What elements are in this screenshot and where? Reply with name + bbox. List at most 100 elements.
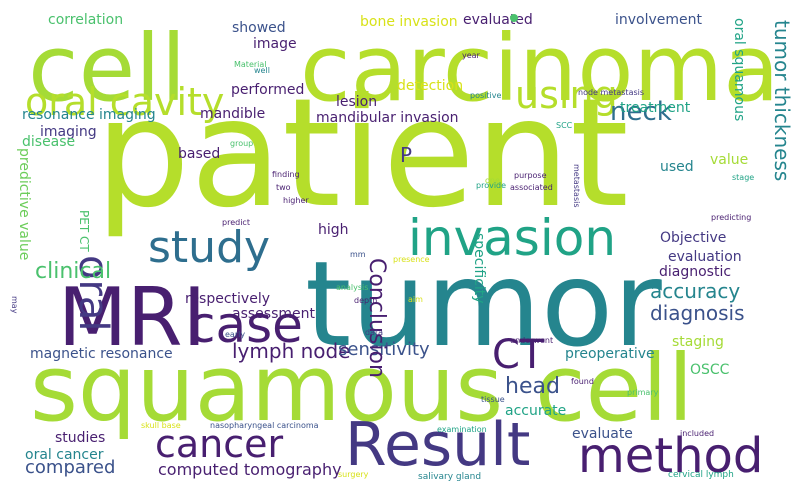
word-mri: MRI bbox=[58, 271, 206, 364]
word-stage: stage bbox=[732, 173, 754, 182]
word-result: Result bbox=[345, 410, 530, 480]
word-predict: predict bbox=[222, 218, 250, 227]
word-aim: aim bbox=[408, 295, 423, 304]
word-cell: cell bbox=[28, 15, 186, 122]
word-year: year bbox=[462, 51, 481, 60]
word-primary: primary bbox=[627, 388, 659, 397]
word-group: group bbox=[230, 139, 253, 148]
word-using: using bbox=[515, 73, 618, 117]
word-scc: SCC bbox=[556, 121, 573, 130]
word-objective: Objective bbox=[660, 230, 726, 246]
word-ct: CT bbox=[492, 332, 545, 378]
word-two: two bbox=[276, 183, 291, 192]
word-evaluate: evaluate bbox=[572, 426, 633, 442]
word-study: study bbox=[148, 222, 270, 273]
word-staging: staging bbox=[672, 334, 724, 350]
word-treatment: treatment bbox=[620, 100, 691, 116]
word-oral-cancer: oral cancer bbox=[25, 447, 104, 463]
word-p: P bbox=[400, 143, 412, 167]
word-evaluation: evaluation bbox=[668, 249, 742, 265]
decorative-dot bbox=[510, 14, 518, 22]
word-case: case bbox=[188, 296, 303, 354]
word-mandibular-invasion: mandibular invasion bbox=[316, 110, 459, 126]
word-carcinoma: carcinoma bbox=[300, 15, 780, 122]
word-data: data bbox=[365, 328, 383, 337]
word-invasion: invasion bbox=[408, 209, 616, 267]
word-neck: neck bbox=[610, 97, 672, 127]
word-one: one bbox=[485, 176, 500, 185]
word-tissue: tissue bbox=[481, 395, 505, 404]
word-imaging: imaging bbox=[40, 124, 97, 140]
word-value: value bbox=[710, 152, 748, 168]
word-oscc: OSCC bbox=[690, 362, 730, 378]
word-based: based bbox=[178, 146, 220, 162]
word-performed: performed bbox=[231, 82, 304, 98]
word-presence: presence bbox=[393, 255, 430, 264]
word-examination: examination bbox=[437, 425, 487, 434]
word-compared: compared bbox=[25, 457, 115, 478]
word-resonance-imaging: resonance imaging bbox=[22, 107, 156, 123]
word-found: found bbox=[571, 377, 594, 386]
word-method: method bbox=[578, 428, 763, 484]
word-oral-cavity: oral cavity bbox=[25, 80, 224, 124]
word-higher: higher bbox=[283, 196, 309, 205]
word-cervical-lymph: cervical lymph bbox=[668, 470, 734, 480]
word-depth: depth bbox=[354, 296, 377, 305]
word-predictive-value: predictive value bbox=[16, 148, 32, 260]
word-tumor-thickness: tumor thickness bbox=[770, 20, 794, 181]
word-oral-squamous: oral squamous bbox=[731, 18, 747, 121]
word-diagnosis: diagnosis bbox=[650, 301, 745, 325]
word-purpose: purpose bbox=[514, 171, 547, 180]
word-lesion: lesion bbox=[336, 94, 377, 110]
word-may: may bbox=[10, 296, 19, 314]
word-skull-base: skull base bbox=[141, 421, 181, 430]
word-accurate: accurate bbox=[505, 403, 566, 419]
word-pet-ct: PET CT bbox=[77, 210, 91, 252]
word-positive: positive bbox=[470, 91, 501, 100]
word-magnetic-resonance: magnetic resonance bbox=[30, 346, 173, 362]
word-early: early bbox=[225, 330, 245, 339]
word-underwent: underwent bbox=[510, 336, 553, 345]
word-nasopharyngeal-carcinoma: nasopharyngeal carcinoma bbox=[210, 421, 319, 430]
word-analysis: analysis bbox=[336, 283, 368, 292]
word-correlation: correlation bbox=[48, 12, 123, 28]
word-lymph-node: lymph node bbox=[232, 339, 351, 363]
word-showed: showed bbox=[232, 20, 286, 36]
word-finding: finding bbox=[272, 170, 300, 179]
word-included: included bbox=[680, 429, 714, 438]
word-detection: detection bbox=[397, 78, 463, 94]
word-diagnostic: diagnostic bbox=[659, 264, 731, 280]
word-mm: mm bbox=[350, 250, 366, 259]
word-oral: oral bbox=[70, 255, 116, 332]
word-patient: patient bbox=[95, 67, 629, 241]
word-well: well bbox=[254, 66, 270, 75]
word-node-metastasis: node metastasis bbox=[578, 88, 644, 97]
word-provide: provide bbox=[476, 181, 506, 190]
word-image: image bbox=[253, 36, 297, 52]
word-respectively: respectively bbox=[185, 291, 270, 307]
word-tumor: tumor bbox=[305, 235, 662, 373]
word-specificity: specificity bbox=[471, 233, 487, 304]
word-salivary-gland: salivary gland bbox=[418, 472, 481, 482]
word-disease: disease bbox=[22, 134, 75, 150]
word-accuracy: accuracy bbox=[650, 279, 740, 303]
word-head: head bbox=[505, 374, 560, 399]
word-high: high bbox=[318, 222, 349, 238]
word-bone-invasion: bone invasion bbox=[360, 14, 458, 30]
word-involvement: involvement bbox=[615, 12, 703, 28]
word-used: used bbox=[660, 159, 694, 175]
word-sensitivity: sensitivity bbox=[338, 339, 430, 360]
word-material: Material bbox=[234, 60, 267, 69]
word-cell: cell bbox=[535, 335, 693, 442]
word-studies: studies bbox=[55, 430, 105, 446]
word-evaluated: evaluated bbox=[463, 12, 533, 28]
word-squamous: squamous bbox=[30, 335, 503, 442]
word-predicting: predicting bbox=[711, 213, 751, 222]
word-mandible: mandible bbox=[200, 106, 265, 122]
word-computed-tomography: computed tomography bbox=[158, 460, 342, 479]
word-metastasis: metastasis bbox=[572, 164, 581, 208]
word-cancer: cancer bbox=[155, 422, 284, 466]
word-preoperative: preoperative bbox=[565, 346, 655, 362]
word-assessment: assessment bbox=[232, 306, 315, 322]
